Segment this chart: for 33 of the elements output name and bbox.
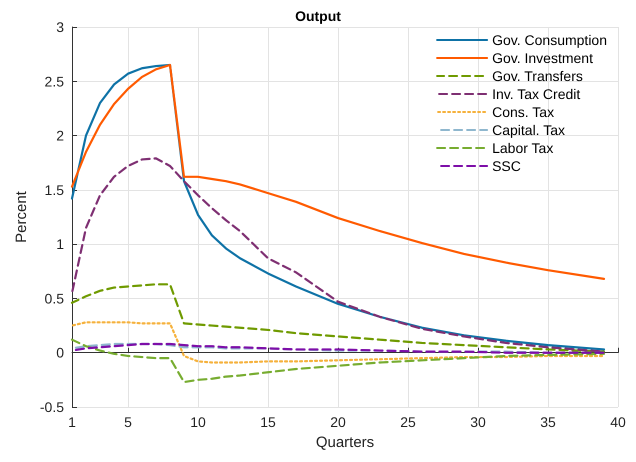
legend-label: SSC	[492, 158, 521, 174]
legend-label: Gov. Investment	[492, 50, 594, 66]
y-tick-label: -0.5	[40, 399, 64, 415]
line-series	[70, 283, 606, 353]
chart-title: Output	[295, 8, 342, 24]
x-axis-title: Quarters	[316, 434, 374, 451]
x-tick-label: 40	[610, 414, 626, 430]
x-tick-label: 10	[190, 414, 206, 430]
line-series	[70, 64, 606, 351]
y-tick-label: 0.5	[44, 290, 64, 306]
x-tick-label: 30	[470, 414, 486, 430]
legend-label: Gov. Consumption	[492, 32, 607, 48]
x-tick-label: 15	[260, 414, 276, 430]
x-tick-label: 20	[330, 414, 346, 430]
x-tick-label: 1	[68, 414, 76, 430]
y-tick-label: 1.5	[44, 182, 64, 198]
legend-label: Gov. Transfers	[492, 68, 583, 84]
line-series	[70, 338, 606, 384]
y-tick-label: 0	[56, 344, 64, 361]
legend-label: Inv. Tax Credit	[492, 86, 580, 102]
legend-label: Capital. Tax	[492, 122, 565, 138]
y-tick-label: 2.5	[44, 73, 64, 90]
x-tick-label: 35	[540, 414, 556, 430]
y-tick-label: 3	[56, 19, 64, 35]
line-series	[70, 321, 606, 364]
y-tick-label: 2	[56, 128, 64, 144]
y-tick-label: 1	[56, 236, 64, 252]
legend-label: Labor Tax	[492, 140, 554, 156]
legend-label: Cons. Tax	[492, 104, 554, 120]
y-axis-title: Percent	[12, 190, 30, 243]
x-tick-label: 25	[400, 414, 416, 430]
line-series	[70, 64, 606, 280]
x-tick-label: 5	[124, 414, 132, 430]
